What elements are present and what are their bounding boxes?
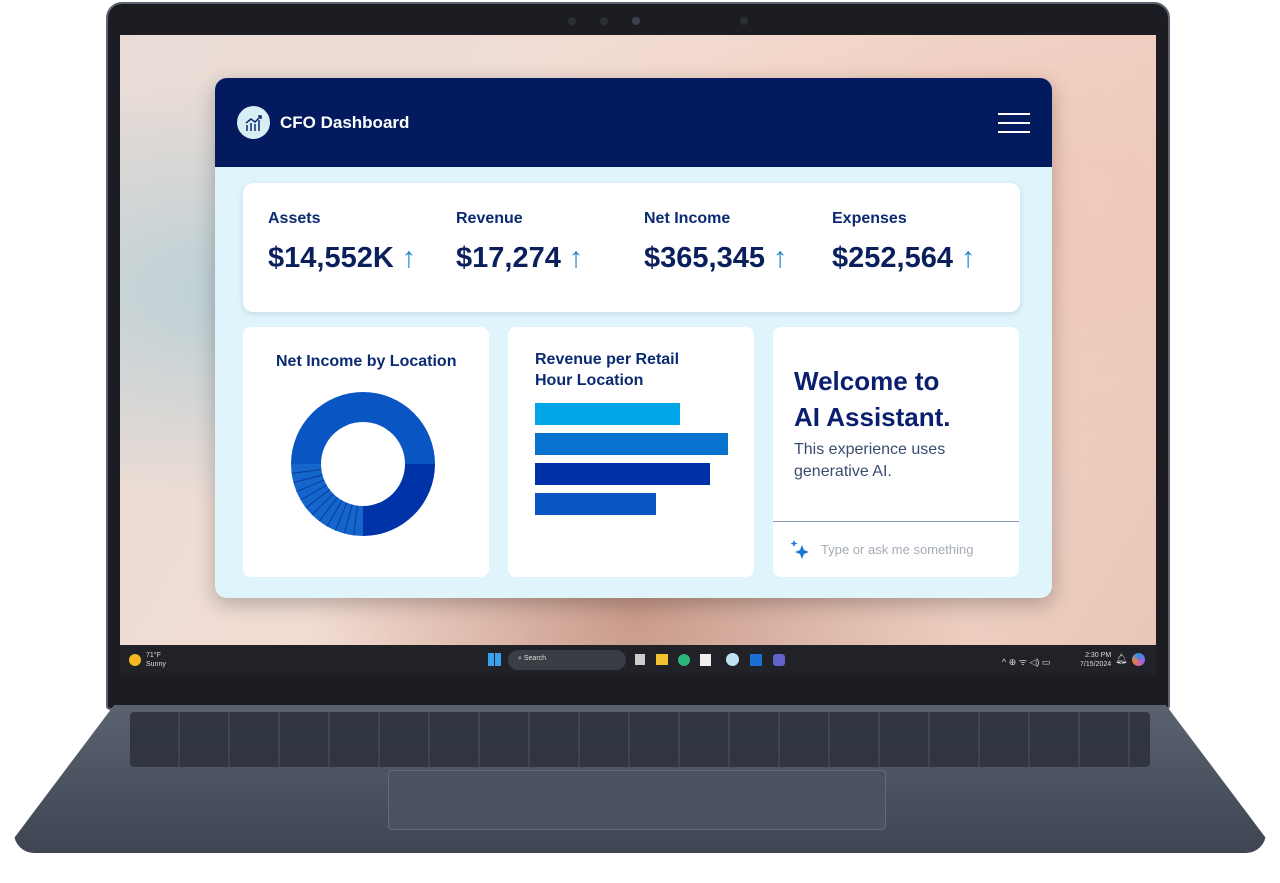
teams-icon[interactable]: [773, 654, 785, 666]
donut-stripe: [293, 474, 323, 484]
taskbar: 71°F Sunny ⌕ Search ^ ⊕ ᯤ ◁) ▭ 2:30 PM 7/1…: [120, 645, 1156, 675]
weather-widget[interactable]: 71°F Sunny: [146, 651, 166, 669]
weather-desc: Sunny: [146, 661, 166, 668]
kpi-label: Net Income: [644, 210, 731, 227]
donut-stripe: [318, 497, 338, 522]
bar: [535, 493, 656, 515]
sensor: [740, 17, 748, 25]
donut-stripe: [305, 489, 330, 509]
donut-stripe: [311, 493, 334, 516]
app-title: CFO Dashboard: [280, 112, 410, 132]
ai-assistant-card: Welcome to AI Assistant. This experience…: [773, 327, 1019, 577]
cfo-dashboard-window: CFO Dashboard Assets $14,552K ↑ Revenue $17…: [215, 78, 1052, 598]
kpi-revenue: Revenue $17,274 ↑: [456, 210, 644, 312]
time: 2:30 PM: [1085, 652, 1112, 659]
assistant-title-line1: Welcome to: [794, 366, 940, 396]
app-header: CFO Dashboard: [215, 78, 1052, 167]
kpi-value: $14,552K: [268, 242, 394, 274]
screen: CFO Dashboard Assets $14,552K ↑ Revenue $17…: [120, 35, 1156, 675]
bar: [535, 463, 710, 485]
card-title-line2: Hour Location: [535, 372, 644, 389]
clock[interactable]: 2:30 PM 7/15/2024: [1080, 651, 1111, 669]
kpi-value: $365,345: [644, 242, 765, 274]
keyboard: [130, 712, 1150, 767]
search-label: Search: [523, 655, 547, 662]
kpi-value: $252,564: [832, 242, 953, 274]
system-tray-icons[interactable]: ^ ⊕ ᯤ ◁) ▭: [1002, 657, 1051, 667]
bar: [535, 433, 728, 455]
kpi-net-income: Net Income $365,345 ↑: [644, 210, 832, 312]
edge-icon[interactable]: [678, 654, 690, 666]
donut-chart: [291, 392, 435, 536]
revenue-card[interactable]: Revenue per Retail Hour Location: [508, 327, 754, 577]
notification-bell-icon[interactable]: 🔔︎: [1115, 654, 1128, 665]
sensor: [600, 17, 608, 25]
card-title: Net Income by Location: [276, 353, 457, 370]
cfo-dashboard-app-icon[interactable]: [726, 653, 739, 666]
donut-stripe: [300, 484, 327, 501]
donut-slice: [291, 392, 435, 464]
kpi-label: Expenses: [832, 210, 907, 227]
donut-stripe: [343, 504, 353, 534]
date: 7/15/2024: [1080, 661, 1112, 668]
sun-icon: [129, 654, 141, 666]
donut-stripe: [296, 479, 325, 493]
arrow-up-icon: ↑: [568, 242, 584, 274]
bar-chart: [535, 403, 728, 515]
task-view-icon[interactable]: [635, 654, 645, 665]
sensor: [568, 17, 576, 25]
windows-start-icon[interactable]: [488, 653, 501, 666]
arrow-up-icon: ↑: [772, 242, 788, 274]
bar: [535, 403, 680, 425]
touchpad: [388, 770, 886, 830]
net-income-card[interactable]: Net Income by Location: [243, 327, 489, 577]
kpi-value: $17,274: [456, 242, 561, 274]
weather-temp: 71°F: [146, 652, 161, 659]
webcam: [632, 17, 640, 25]
kpi-expenses: Expenses $252,564 ↑: [832, 210, 1020, 312]
assistant-subtitle: This experience uses generative AI.: [794, 441, 946, 480]
sparkle-icon: [790, 539, 809, 559]
assistant-placeholder: Type or ask me something: [821, 542, 974, 557]
arrow-up-icon: ↑: [960, 242, 976, 274]
card-title-line1: Revenue per Retail: [535, 351, 680, 368]
kpi-assets: Assets $14,552K ↑: [268, 210, 456, 312]
donut-stripe: [334, 502, 348, 531]
kpi-label: Revenue: [456, 210, 523, 227]
donut-slice: [363, 464, 435, 536]
donut-stripe: [353, 505, 359, 536]
hamburger-menu-icon[interactable]: [998, 112, 1030, 133]
kpi-card: Assets $14,552K ↑ Revenue $17,274 ↑ Net Inco…: [243, 183, 1020, 312]
assistant-input[interactable]: Type or ask me something: [773, 521, 1019, 577]
donut-stripe: [291, 468, 322, 474]
outlook-icon[interactable]: [750, 654, 762, 666]
assistant-title-line2: AI Assistant.: [794, 402, 951, 432]
chart-growth-icon: [237, 106, 270, 139]
arrow-up-icon: ↑: [401, 242, 417, 274]
copilot-icon[interactable]: [1132, 653, 1145, 666]
file-explorer-icon[interactable]: [656, 654, 668, 665]
donut-stripe: [326, 500, 343, 527]
kpi-label: Assets: [268, 210, 321, 227]
taskbar-search[interactable]: ⌕ Search: [508, 650, 626, 670]
store-icon[interactable]: [700, 654, 711, 666]
